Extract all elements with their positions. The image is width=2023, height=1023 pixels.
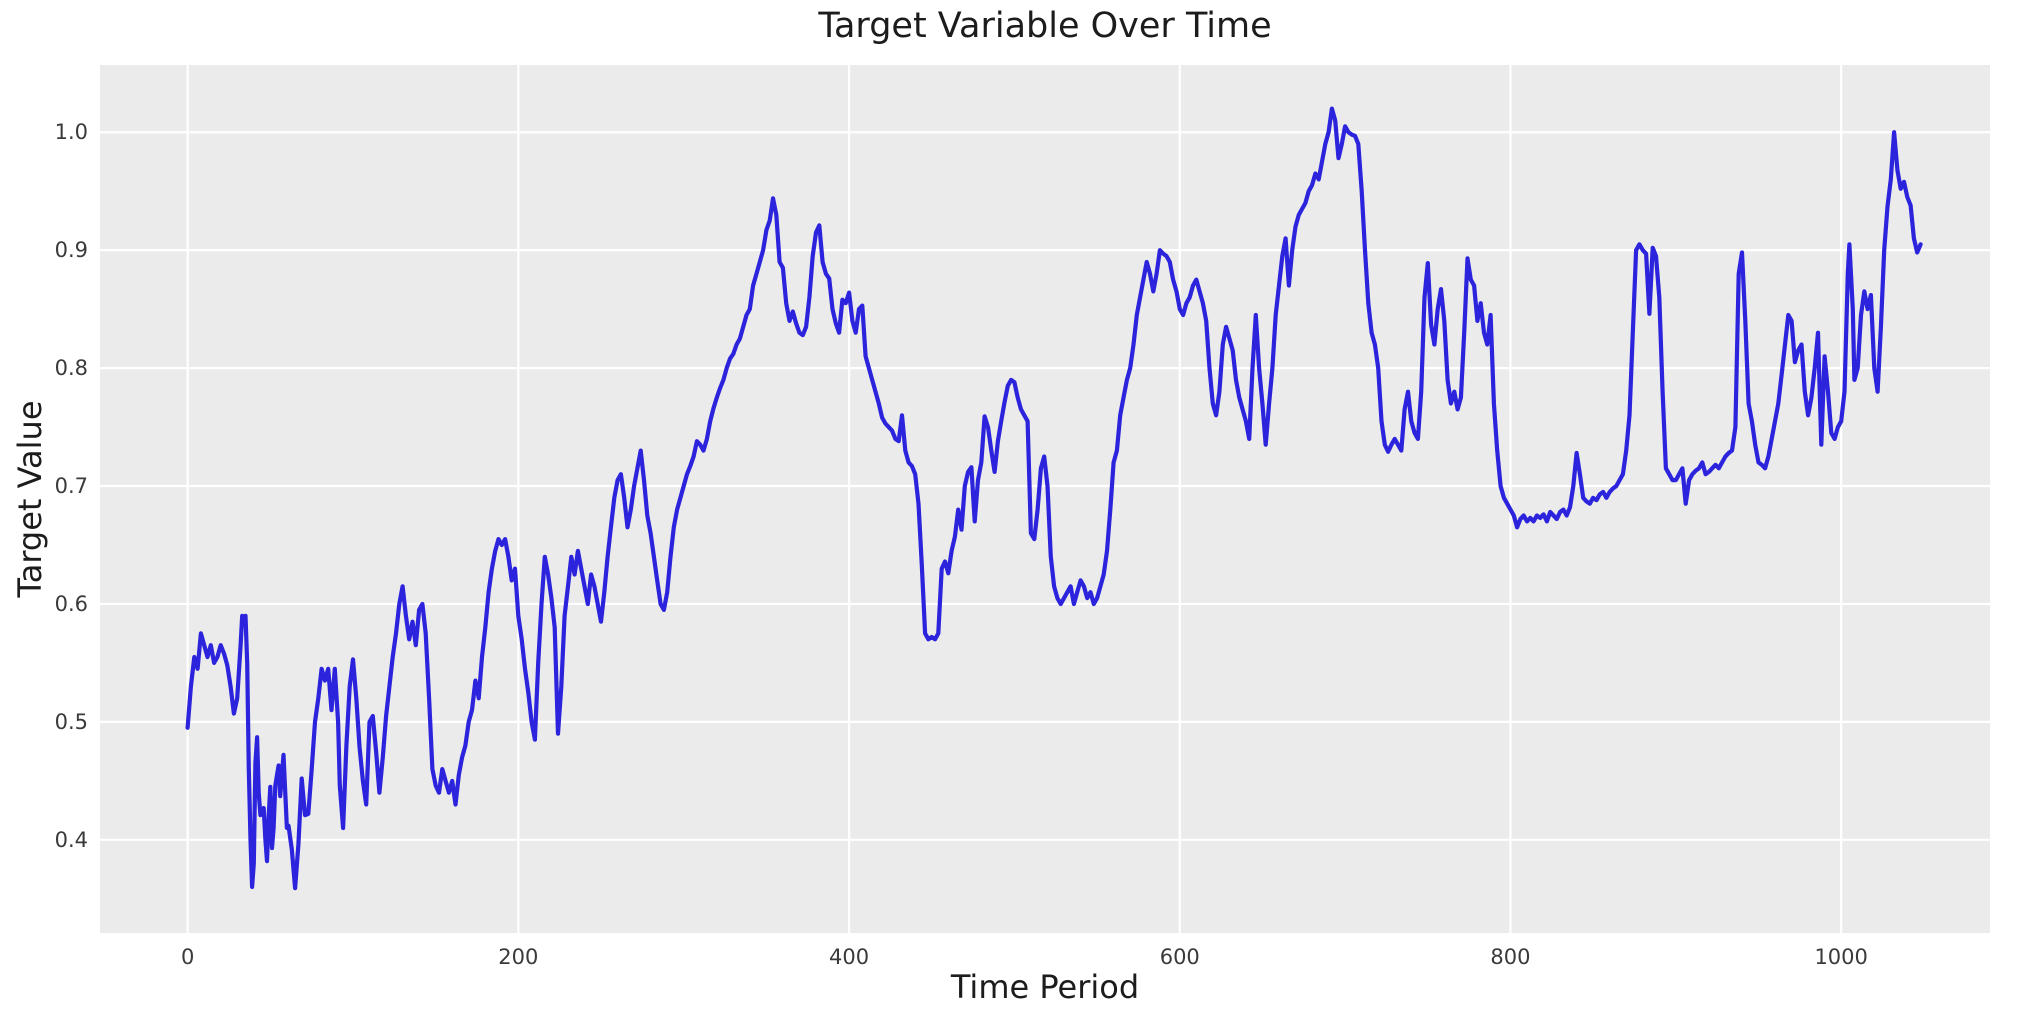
x-tick-label: 600 [1159,945,1200,969]
x-tick-label: 200 [498,945,539,969]
y-tick-label: 0.6 [54,591,88,616]
y-tick-label: 0.5 [54,709,88,734]
y-axis-label: Target Value [11,400,49,598]
x-tick-label: 400 [829,945,870,969]
plot-background [100,65,1990,933]
chart-canvas [100,65,1990,933]
y-tick-label: 0.9 [54,238,88,263]
chart-title: Target Variable Over Time [818,6,1272,46]
x-axis-label: Time Period [950,968,1140,1006]
y-tick-label: 1.0 [54,120,88,145]
x-tick-label: 0 [180,945,195,969]
y-tick-label: 0.7 [54,474,88,499]
x-tick-label: 800 [1490,945,1531,969]
y-tick-label: 0.4 [54,827,88,852]
x-tick-label: 1000 [1814,945,1868,969]
y-tick-label: 0.8 [54,356,88,381]
target-series-line [185,106,1923,891]
plot-area [100,65,1990,933]
